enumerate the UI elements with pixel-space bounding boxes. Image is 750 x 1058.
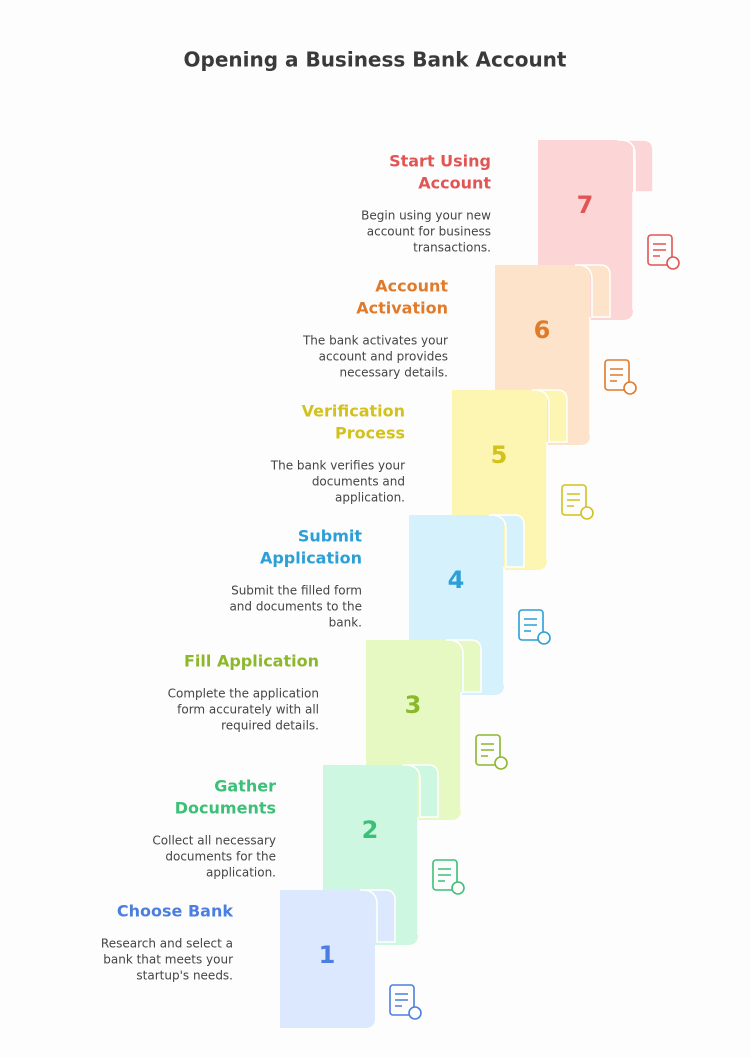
step-icon — [647, 234, 673, 266]
step-icon — [653, 243, 666, 257]
step-description: Research and select a — [101, 937, 233, 951]
step-description: transactions. — [413, 241, 491, 255]
step-number: 7 — [577, 191, 594, 219]
step-icon — [580, 506, 594, 520]
step-description: necessary details. — [340, 366, 448, 380]
step-title: Application — [260, 549, 362, 568]
step-title: Submit — [298, 527, 363, 546]
step-title: Fill Application — [184, 652, 319, 671]
page-title: Opening a Business Bank Account — [184, 48, 567, 72]
step-title: Documents — [175, 799, 276, 818]
ribbon — [280, 890, 375, 1028]
step-icon — [451, 881, 465, 895]
step-icon — [432, 859, 458, 891]
step-description: Begin using your new — [361, 209, 491, 223]
step-icon — [481, 743, 494, 757]
step-icon — [604, 359, 630, 391]
step-icon — [395, 993, 408, 1007]
step-description: form accurately with all — [177, 703, 319, 717]
step-icon — [537, 631, 551, 645]
step-title: Activation — [356, 299, 448, 318]
step-description: required details. — [221, 719, 319, 733]
step-description: bank that meets your — [103, 953, 233, 967]
step-icon — [408, 1006, 422, 1020]
step-title: Gather — [214, 777, 276, 796]
step-icon — [494, 756, 508, 770]
step-description: account for business — [367, 225, 491, 239]
step-description: The bank verifies your — [270, 459, 405, 473]
step-title: Account — [418, 174, 491, 193]
step-description: documents and — [312, 475, 405, 489]
step-icon — [518, 609, 544, 641]
step-description: The bank activates your — [302, 334, 448, 348]
ribbon-curl — [403, 764, 439, 818]
step-number: 1 — [319, 941, 336, 969]
step-title: Verification — [302, 402, 405, 421]
step-number: 6 — [534, 316, 551, 344]
step-icon — [389, 984, 415, 1016]
step-number: 2 — [362, 816, 379, 844]
step-title: Process — [335, 424, 405, 443]
step-icon — [475, 734, 501, 766]
step-description: and documents to the — [229, 600, 362, 614]
step-description: application. — [206, 866, 276, 880]
step-title: Start Using — [389, 152, 491, 171]
step-icon — [666, 256, 680, 270]
step-number: 5 — [491, 441, 508, 469]
step-icon — [623, 381, 637, 395]
step-number: 4 — [448, 566, 465, 594]
step-description: Complete the application — [168, 687, 319, 701]
step-title: Choose Bank — [117, 902, 233, 921]
step-icon — [524, 618, 537, 632]
ribbon-curl — [446, 639, 482, 693]
step-number: 3 — [405, 691, 422, 719]
ribbon-curl — [618, 139, 654, 193]
step-description: documents for the — [165, 850, 276, 864]
step-description: account and provides — [319, 350, 448, 364]
step-icon — [561, 484, 587, 516]
step-description: Submit the filled form — [231, 584, 362, 598]
step-title: Account — [375, 277, 448, 296]
ribbon-curl — [575, 264, 611, 318]
step-description: application. — [335, 491, 405, 505]
step-icon — [567, 493, 580, 507]
step-icon — [438, 868, 451, 882]
ribbon-curl — [489, 514, 525, 568]
step-description: Collect all necessary — [152, 834, 276, 848]
ribbon-curl — [360, 889, 396, 943]
step-description: startup's needs. — [136, 969, 233, 983]
step-description: bank. — [329, 616, 362, 630]
step-icon — [610, 368, 623, 382]
ribbon-curl — [532, 389, 568, 443]
